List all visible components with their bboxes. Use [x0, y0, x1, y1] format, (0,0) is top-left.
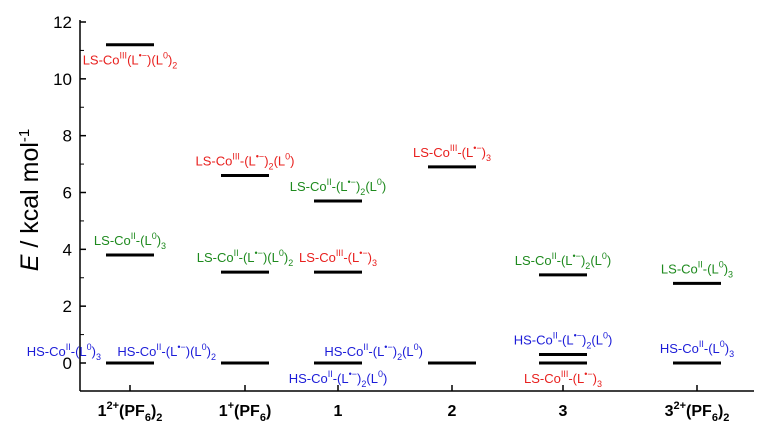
x-category-label: 3: [559, 403, 568, 420]
energy-level-label: LS-CoII-(L•−)2(L0): [515, 251, 611, 271]
y-tick-label: 2: [63, 297, 72, 316]
axes: [79, 20, 754, 392]
x-category-label: 12+(PF6)2: [98, 400, 163, 424]
energy-level-label: LS-CoII-(L0)3: [661, 259, 733, 279]
energy-level-label: LS-CoII-(L0)3: [94, 231, 166, 251]
energy-level-label: LS-CoIII-(L•−)3: [524, 369, 602, 389]
energy-level-label: HS-CoII-(L0)3: [27, 342, 101, 362]
x-category-label: 32+(PF6)2: [665, 400, 730, 424]
y-tick-label: 10: [53, 70, 72, 89]
energy-level-label: LS-CoIII-(L•−)2(L0): [196, 151, 295, 171]
y-tick-label: 8: [63, 127, 72, 146]
y-axis-title: E / kcal mol-1: [16, 129, 44, 272]
x-category-label: 1: [334, 403, 343, 420]
y-tick-label: 12: [53, 13, 72, 32]
energy-levels: HS-CoII-(L0)3 LS-CoII-(L0)3 LS-CoIII(L•−)(…: [27, 43, 734, 389]
x-category-label: 1+(PF6): [219, 400, 272, 424]
energy-level-label: LS-CoIII-(L•−)3: [413, 143, 491, 163]
energy-level-label: LS-CoIII-(L•−)3: [299, 248, 377, 268]
y-tick-label: 6: [63, 184, 72, 203]
energy-level-label: LS-CoII-(L•−)(L0)2: [197, 248, 293, 268]
y-tick-label: 0: [63, 354, 72, 373]
y-axis-label: E / kcal mol-1: [16, 129, 44, 272]
energy-level-label: LS-CoIII(L•−)(L0)2: [83, 51, 178, 71]
energy-level-label: HS-CoII-(L•−)2(L0): [289, 369, 388, 389]
energy-level-label: HS-CoII-(L•−)(L0)2: [117, 342, 216, 362]
energy-level-label: LS-CoII-(L•−)2(L0): [290, 177, 386, 197]
x-category-label: 2: [448, 403, 457, 420]
energy-level-label: HS-CoII-(L•−)2(L0): [324, 342, 423, 362]
x-ticks: 12+(PF6)2 1+(PF6) 1 2 3 32+(PF6)2: [98, 385, 730, 424]
y-tick-label: 4: [63, 240, 72, 259]
y-ticks: 0 2 4 6 8 10 12: [53, 13, 86, 373]
energy-level-label: HS-CoII-(L•−)2(L0): [514, 330, 613, 350]
energy-level-label: HS-CoII-(L0)3: [660, 339, 734, 359]
